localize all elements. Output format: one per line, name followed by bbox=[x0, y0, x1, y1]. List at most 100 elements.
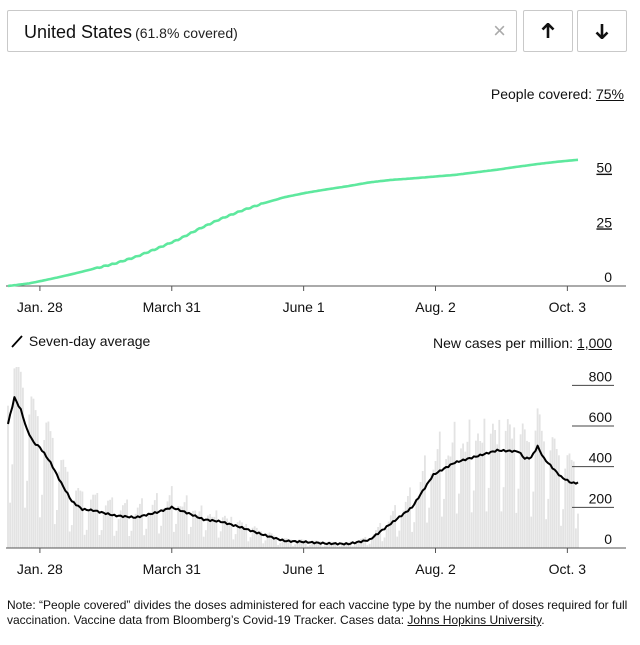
country-search-box[interactable]: United States (61.8% covered) × bbox=[7, 10, 517, 52]
daily-case-bar bbox=[77, 488, 80, 548]
coverage-percent: (61.8% covered) bbox=[135, 25, 238, 41]
cases-y-tick-label: 600 bbox=[589, 409, 613, 425]
daily-case-bar bbox=[15, 367, 18, 548]
daily-case-bar bbox=[472, 490, 475, 548]
daily-case-bar bbox=[453, 421, 456, 548]
daily-case-bar bbox=[213, 516, 216, 548]
daily-case-bar bbox=[75, 490, 77, 548]
daily-case-bar bbox=[538, 414, 541, 548]
daily-case-bar bbox=[545, 519, 547, 548]
daily-case-bar bbox=[302, 539, 305, 548]
daily-case-bar bbox=[141, 498, 143, 548]
daily-case-bar bbox=[358, 540, 360, 548]
daily-case-bar bbox=[555, 449, 558, 548]
daily-case-bar bbox=[526, 440, 528, 548]
cases-y-tick-label: 0 bbox=[604, 531, 612, 547]
daily-case-bar bbox=[409, 487, 411, 548]
daily-case-bar bbox=[375, 530, 377, 548]
seven-day-average-line bbox=[7, 396, 579, 546]
daily-case-bar bbox=[273, 535, 275, 548]
daily-case-bar bbox=[353, 545, 356, 548]
daily-case-bar bbox=[158, 533, 160, 548]
daily-case-bar bbox=[530, 516, 533, 548]
daily-case-bar bbox=[104, 505, 107, 548]
daily-case-bar bbox=[117, 519, 120, 548]
daily-case-bar bbox=[377, 527, 379, 548]
daily-case-bar bbox=[385, 528, 388, 548]
daily-case-bar bbox=[17, 367, 20, 548]
daily-case-bar bbox=[568, 453, 571, 548]
daily-case-bar bbox=[300, 539, 303, 548]
daily-case-bar bbox=[279, 543, 282, 548]
daily-case-bar bbox=[115, 530, 118, 548]
daily-case-bar bbox=[192, 510, 194, 548]
clear-icon[interactable]: × bbox=[493, 18, 506, 43]
daily-case-bar bbox=[226, 518, 228, 548]
daily-case-bar bbox=[338, 546, 341, 548]
daily-case-bar bbox=[362, 538, 365, 548]
daily-case-bar bbox=[73, 500, 75, 548]
daily-case-bar bbox=[277, 545, 279, 548]
daily-case-bar bbox=[143, 535, 145, 548]
daily-case-bar bbox=[500, 511, 503, 548]
previous-button[interactable] bbox=[523, 10, 573, 52]
daily-case-bar bbox=[326, 543, 328, 548]
daily-case-bar bbox=[247, 541, 250, 548]
daily-case-bar bbox=[96, 493, 99, 548]
daily-case-bar bbox=[268, 532, 271, 548]
daily-case-bar bbox=[521, 423, 524, 548]
daily-case-bar bbox=[200, 505, 203, 548]
daily-case-bar bbox=[153, 500, 156, 548]
daily-case-bar bbox=[232, 539, 235, 548]
daily-case-bar bbox=[283, 538, 286, 548]
daily-case-bar bbox=[549, 450, 552, 548]
cases-x-tick-label: Oct. 3 bbox=[549, 561, 587, 577]
daily-case-bar bbox=[404, 501, 407, 548]
daily-case-bar bbox=[398, 530, 401, 548]
daily-case-bar bbox=[22, 387, 24, 548]
daily-case-bar bbox=[68, 531, 71, 548]
vaccine-x-tick-label: June 1 bbox=[283, 299, 325, 315]
daily-case-bar bbox=[364, 536, 367, 548]
daily-case-bar bbox=[396, 536, 399, 548]
daily-case-bar bbox=[51, 437, 54, 548]
vaccine-x-tick-label: March 31 bbox=[143, 299, 202, 315]
arrow-down-icon bbox=[595, 24, 609, 39]
daily-case-bar bbox=[211, 516, 214, 548]
daily-case-bar bbox=[389, 515, 392, 548]
daily-case-bar bbox=[266, 533, 269, 548]
new-cases-chart: 0 200 400 600 800 Jan. 28 March 31 June 1 Aug. 2… bbox=[6, 367, 626, 577]
daily-case-bars bbox=[7, 367, 579, 548]
daily-case-bar bbox=[177, 506, 179, 548]
daily-case-bar bbox=[249, 537, 252, 548]
people-covered-chart: 0 25 50 Jan. 28 March 31 June 1 Aug. 2 Oct. 3 bbox=[6, 158, 626, 315]
next-button[interactable] bbox=[577, 10, 627, 52]
daily-case-bar bbox=[119, 510, 122, 548]
cases-y-tick-label: 200 bbox=[589, 490, 613, 506]
daily-case-bar bbox=[281, 538, 284, 548]
daily-case-bar bbox=[492, 423, 494, 548]
daily-case-bar bbox=[462, 443, 464, 548]
daily-case-bar bbox=[515, 512, 518, 548]
country-name: United States (61.8% covered) bbox=[24, 22, 238, 42]
daily-case-bar bbox=[517, 488, 520, 548]
johns-hopkins-link[interactable]: Johns Hopkins University bbox=[407, 613, 542, 627]
daily-case-bar bbox=[236, 522, 239, 548]
daily-case-bar bbox=[107, 500, 109, 548]
daily-case-bar bbox=[224, 515, 226, 548]
daily-case-bar bbox=[147, 514, 150, 548]
cases-x-tick-label: Jan. 28 bbox=[17, 561, 63, 577]
daily-case-bar bbox=[307, 546, 309, 548]
daily-case-bar bbox=[39, 517, 41, 548]
daily-case-bar bbox=[460, 448, 462, 548]
cases-y-tick-label: 400 bbox=[589, 450, 613, 466]
daily-case-bar bbox=[560, 525, 562, 548]
daily-case-bar bbox=[341, 543, 343, 548]
daily-case-bar bbox=[260, 531, 262, 548]
daily-case-bar bbox=[62, 459, 65, 548]
daily-case-bar bbox=[298, 539, 301, 548]
daily-case-bar bbox=[400, 516, 403, 548]
daily-case-bar bbox=[102, 514, 105, 548]
daily-case-bar bbox=[424, 455, 426, 548]
daily-case-bar bbox=[336, 546, 339, 548]
